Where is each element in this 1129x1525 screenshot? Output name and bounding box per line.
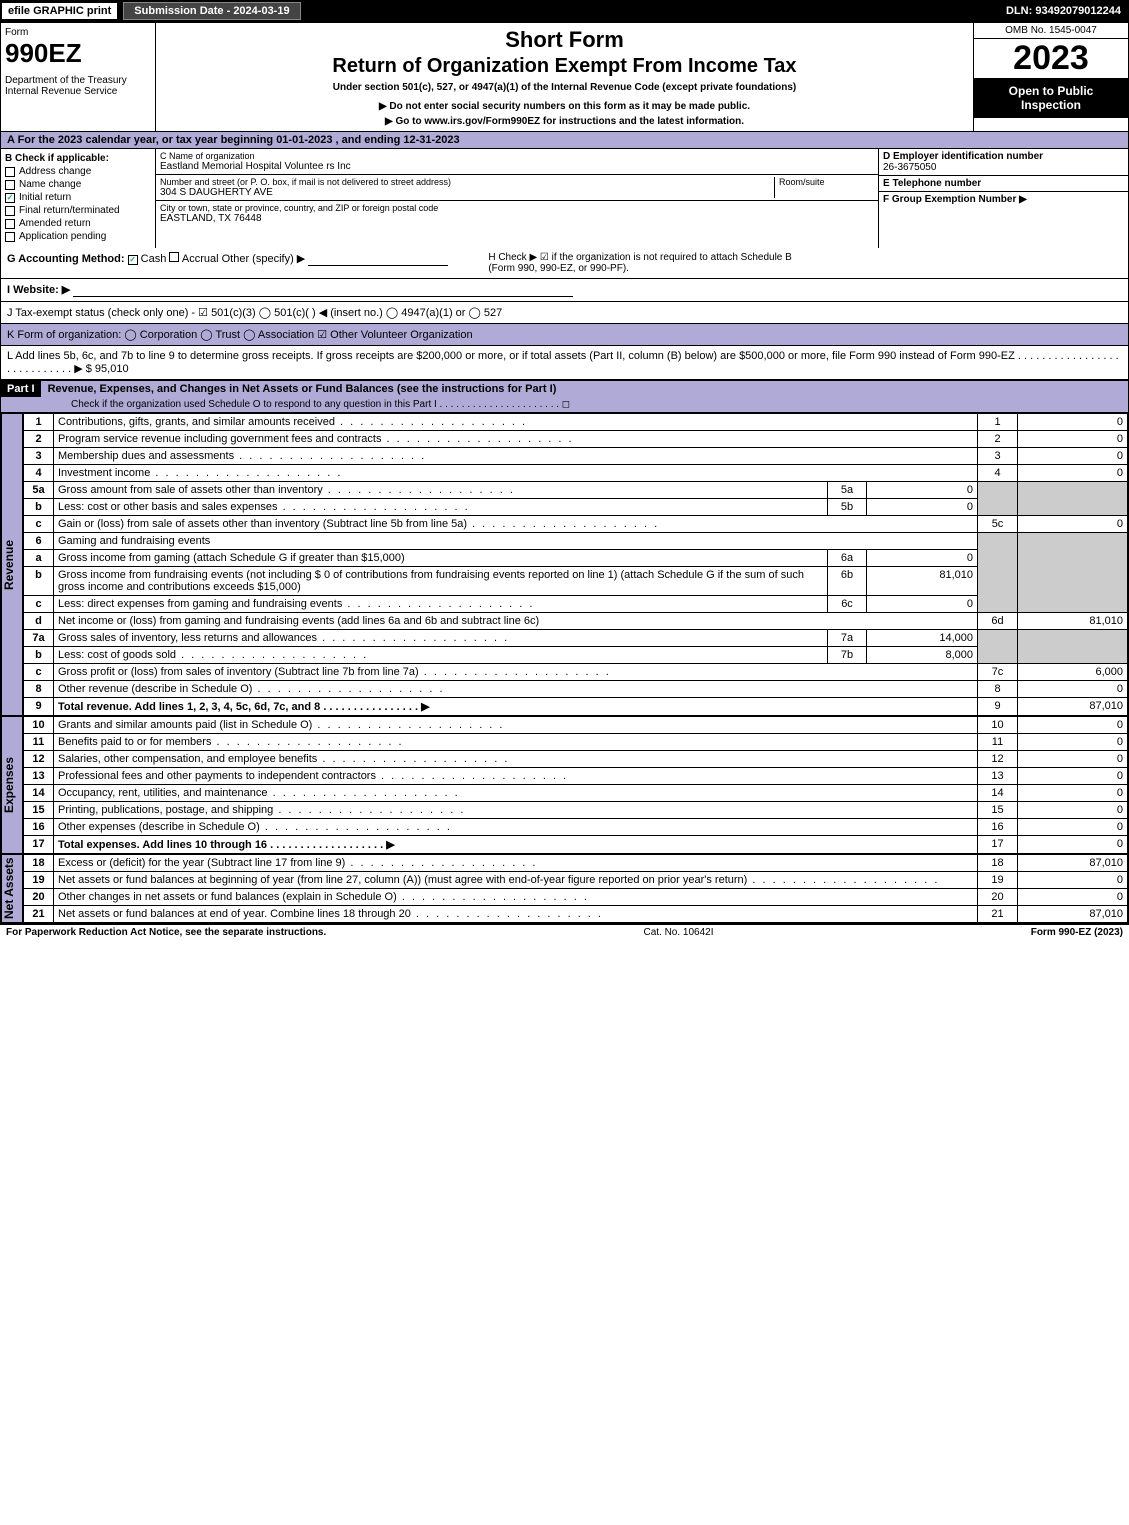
expenses-side-label: Expenses	[1, 716, 23, 854]
title-short-form: Short Form	[160, 27, 969, 53]
cb-accrual[interactable]	[169, 252, 179, 262]
revenue-side-label: Revenue	[1, 413, 23, 716]
revenue-table: 1Contributions, gifts, grants, and simil…	[23, 413, 1128, 716]
g-accounting: G Accounting Method: Cash Accrual Other …	[7, 252, 448, 274]
h-schedule-b: H Check ▶ ☑ if the organization is not r…	[488, 252, 808, 274]
l-gross-receipts: L Add lines 5b, 6c, and 7b to line 9 to …	[1, 346, 1128, 380]
name-label: C Name of organization	[160, 151, 874, 161]
form-header: Form 990EZ Department of the Treasury In…	[0, 22, 1129, 132]
part-1-header: Part I Revenue, Expenses, and Changes in…	[1, 380, 1128, 413]
subtitle-ssn: ▶ Do not enter social security numbers o…	[160, 101, 969, 112]
cb-application-pending[interactable]	[5, 232, 15, 242]
department-label: Department of the Treasury Internal Reve…	[5, 75, 151, 97]
tax-year: 2023	[974, 39, 1128, 78]
website-input[interactable]	[73, 284, 573, 297]
cb-final-return[interactable]	[5, 206, 15, 216]
footer-right: Form 990-EZ (2023)	[1031, 927, 1123, 938]
ein-value: 26-3675050	[883, 162, 1124, 173]
ein-label: D Employer identification number	[883, 151, 1124, 162]
dln-label: DLN: 93492079012244	[1006, 5, 1129, 17]
form-word: Form	[5, 27, 151, 38]
omb-number: OMB No. 1545-0047	[974, 23, 1128, 39]
title-return: Return of Organization Exempt From Incom…	[160, 55, 969, 78]
cb-address-change[interactable]	[5, 167, 15, 177]
k-form-org: K Form of organization: ◯ Corporation ◯ …	[1, 324, 1128, 346]
cb-initial-return[interactable]	[5, 193, 15, 203]
org-name: Eastland Memorial Hospital Voluntee rs I…	[160, 161, 874, 172]
form-number: 990EZ	[5, 38, 151, 69]
i-website-label: I Website: ▶	[7, 284, 70, 296]
part1-check: Check if the organization used Schedule …	[1, 397, 1128, 412]
group-label: F Group Exemption Number ▶	[883, 194, 1124, 205]
room-label: Room/suite	[779, 177, 874, 187]
cb-name-change[interactable]	[5, 180, 15, 190]
col-b-title: B Check if applicable:	[5, 153, 151, 164]
tel-label: E Telephone number	[883, 178, 1124, 189]
street-value: 304 S DAUGHERTY AVE	[160, 187, 774, 198]
row-a-calendar: A For the 2023 calendar year, or tax yea…	[1, 132, 1128, 149]
top-bar: efile GRAPHIC print Submission Date - 20…	[0, 0, 1129, 22]
footer-left: For Paperwork Reduction Act Notice, see …	[6, 927, 326, 938]
j-tax-exempt: J Tax-exempt status (check only one) - ☑…	[1, 302, 1128, 324]
other-specify-input[interactable]	[308, 253, 448, 266]
city-value: EASTLAND, TX 76448	[160, 213, 874, 224]
efile-label[interactable]: efile GRAPHIC print	[0, 1, 119, 21]
column-b-checkboxes: B Check if applicable: Address change Na…	[1, 149, 156, 248]
cb-cash[interactable]	[128, 255, 138, 265]
page-footer: For Paperwork Reduction Act Notice, see …	[0, 924, 1129, 940]
street-label: Number and street (or P. O. box, if mail…	[160, 177, 774, 187]
city-label: City or town, state or province, country…	[160, 203, 874, 213]
netassets-table: 18Excess or (deficit) for the year (Subt…	[23, 854, 1128, 923]
netassets-side-label: Net Assets	[1, 854, 23, 923]
footer-center: Cat. No. 10642I	[643, 927, 713, 938]
submission-date: Submission Date - 2024-03-19	[123, 2, 300, 20]
open-to-public: Open to Public Inspection	[974, 78, 1128, 118]
subtitle-section: Under section 501(c), 527, or 4947(a)(1)…	[160, 82, 969, 93]
subtitle-goto: ▶ Go to www.irs.gov/Form990EZ for instru…	[160, 116, 969, 127]
expenses-table: 10Grants and similar amounts paid (list …	[23, 716, 1128, 854]
cb-amended[interactable]	[5, 219, 15, 229]
